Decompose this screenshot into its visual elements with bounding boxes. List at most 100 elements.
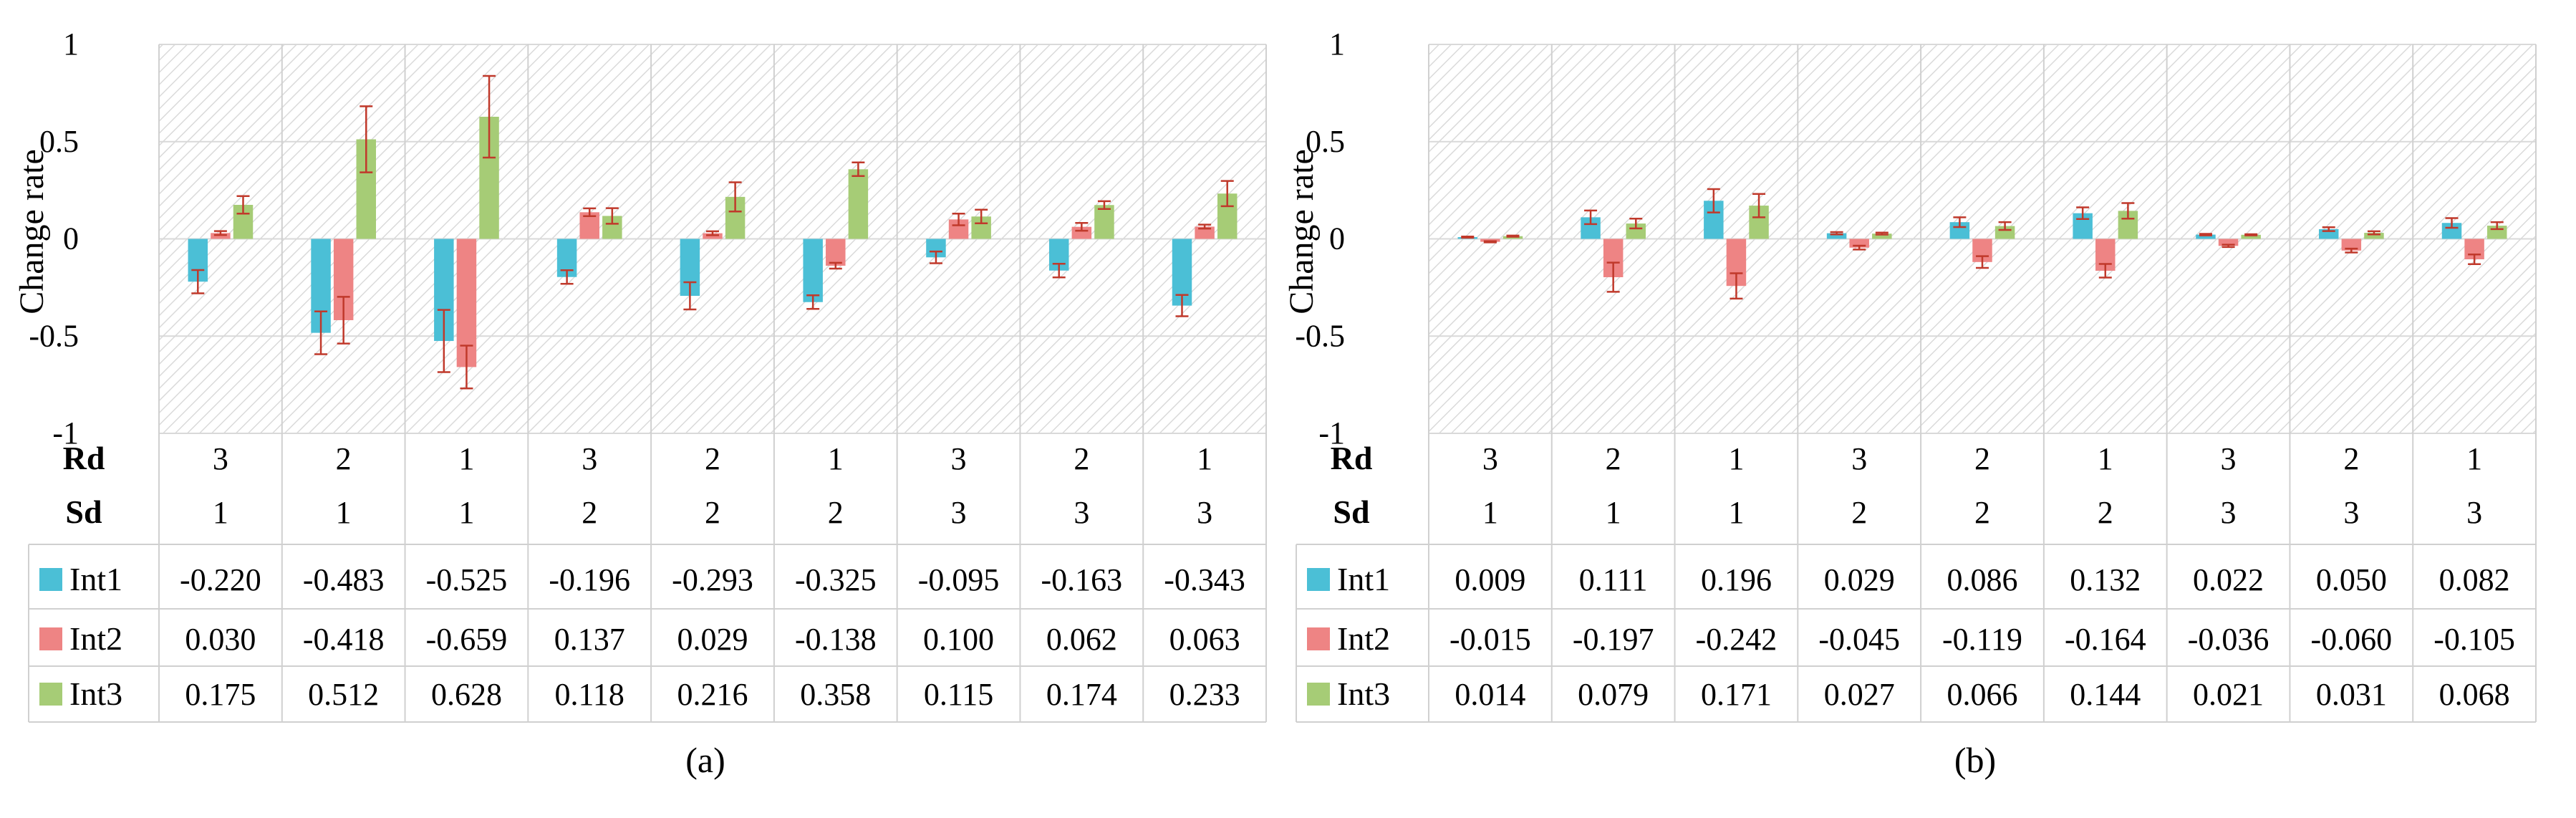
sd-value: 2: [582, 495, 597, 530]
legend-label-int3: Int3: [1337, 675, 1390, 712]
data-label: 0.022: [2193, 562, 2264, 597]
legend-key-int1: [1307, 568, 1330, 591]
legend-label-int2: Int2: [1337, 620, 1390, 657]
data-label: -0.197: [1573, 622, 1654, 657]
rd-value: 2: [336, 441, 352, 476]
data-label: 0.216: [677, 677, 748, 712]
legend-key-int2: [1307, 627, 1330, 650]
data-label: -0.015: [1449, 622, 1531, 657]
legend-label-int3: Int3: [69, 675, 122, 712]
rd-value: 2: [2343, 441, 2359, 476]
rd-value: 1: [2098, 441, 2113, 476]
data-label: 0.132: [2070, 562, 2141, 597]
rd-value: 2: [1974, 441, 1990, 476]
data-label: 0.068: [2439, 677, 2510, 712]
chart-panel-a: 1 0.5 0 -0.5 -1 Change rate Rd Sd 3 1 2 1 1 1 3 2 2 2 1 2 3 3…: [13, 27, 1267, 780]
bar-int3: [2241, 234, 2261, 239]
sd-value: 1: [458, 495, 474, 530]
data-label: -0.659: [426, 622, 508, 657]
data-label: -0.105: [2433, 622, 2515, 657]
data-label: -0.095: [918, 562, 1000, 597]
data-label: -0.164: [2065, 622, 2146, 657]
y-tick-label: 0: [1329, 221, 1345, 256]
data-label: 0.062: [1046, 622, 1117, 657]
data-label: 0.171: [1701, 677, 1772, 712]
data-label: 0.174: [1046, 677, 1117, 712]
sd-value: 2: [2098, 495, 2113, 530]
bar-int2: [2341, 239, 2362, 251]
y-tick-label: 0: [63, 221, 79, 256]
sd-value: 3: [951, 495, 967, 530]
legend-label-int1: Int1: [1337, 561, 1390, 597]
data-label: -0.343: [1164, 562, 1245, 597]
y-tick-label: -1: [1318, 415, 1345, 451]
data-label: 0.029: [1824, 562, 1895, 597]
sd-value: 3: [2221, 495, 2237, 530]
bar-int3: [1094, 205, 1114, 239]
row-label-sd: Sd: [65, 494, 102, 530]
rd-value: 1: [2466, 441, 2482, 476]
data-label: 0.111: [1579, 562, 1648, 597]
y-tick-label: 1: [63, 27, 79, 62]
data-label: -0.196: [549, 562, 630, 597]
legend-label-int1: Int1: [69, 561, 122, 597]
legend-key-int3: [39, 683, 62, 706]
sd-value: 3: [1197, 495, 1212, 530]
bar-int2: [826, 239, 846, 266]
data-label: 0.086: [1947, 562, 2018, 597]
legend-key-int3: [1307, 683, 1330, 706]
data-label: 0.027: [1824, 677, 1895, 712]
data-label: 0.628: [431, 677, 502, 712]
rd-value: 2: [705, 441, 720, 476]
data-label: 0.196: [1701, 562, 1772, 597]
data-label: 0.021: [2193, 677, 2264, 712]
sd-value: 2: [1974, 495, 1990, 530]
data-label: 0.100: [923, 622, 994, 657]
data-label: 0.175: [185, 677, 256, 712]
data-label: 0.512: [308, 677, 379, 712]
data-label: -0.483: [303, 562, 385, 597]
rd-value: 3: [1851, 441, 1867, 476]
data-label: -0.045: [1818, 622, 1900, 657]
bar-int3: [2364, 233, 2384, 239]
rd-value: 3: [213, 441, 228, 476]
data-label: 0.137: [554, 622, 625, 657]
bar-int3: [1872, 234, 1892, 239]
sd-value: 1: [1482, 495, 1498, 530]
data-label: 0.233: [1169, 677, 1240, 712]
sd-value: 1: [1606, 495, 1621, 530]
row-label-sd: Sd: [1333, 494, 1370, 530]
sd-value: 3: [2466, 495, 2482, 530]
data-label: -0.242: [1696, 622, 1777, 657]
rd-value: 3: [2221, 441, 2237, 476]
y-tick-label: -0.5: [1295, 318, 1345, 353]
data-label: 0.358: [800, 677, 871, 712]
panel-caption: (b): [1954, 740, 1996, 780]
y-tick-label: 0.5: [1306, 124, 1345, 159]
data-label: 0.029: [677, 622, 748, 657]
data-label: 0.066: [1947, 677, 2018, 712]
sd-value: 2: [705, 495, 720, 530]
y-tick-label: -0.5: [29, 318, 79, 353]
y-axis-label: Change rate: [1283, 149, 1321, 314]
bar-int3: [1626, 223, 1646, 239]
data-label: -0.060: [2311, 622, 2393, 657]
data-label: -0.325: [795, 562, 877, 597]
legend-key-int2: [39, 627, 62, 650]
sd-value: 3: [2343, 495, 2359, 530]
rd-value: 3: [582, 441, 597, 476]
y-axis-label: Change rate: [13, 149, 51, 314]
y-tick-label: 0.5: [39, 124, 79, 159]
rd-value: 2: [1074, 441, 1089, 476]
row-label-rd: Rd: [1331, 440, 1373, 476]
rd-value: 1: [1728, 441, 1744, 476]
sd-value: 2: [1851, 495, 1867, 530]
data-label: -0.119: [1942, 622, 2022, 657]
rd-value: 1: [1197, 441, 1212, 476]
y-tick-label: 1: [1329, 27, 1345, 62]
data-label: 0.030: [185, 622, 256, 657]
data-label: -0.220: [180, 562, 261, 597]
bar-int2: [211, 233, 231, 239]
